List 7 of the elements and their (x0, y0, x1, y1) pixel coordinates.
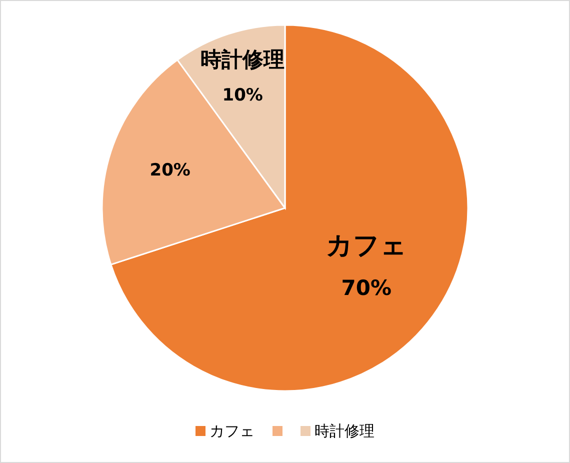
data-label: 70% (341, 276, 392, 300)
data-label: 10% (222, 85, 263, 106)
data-label: 20% (150, 160, 190, 181)
slice-label: 時計修理 (200, 47, 285, 72)
legend-label: 時計修理 (314, 422, 374, 440)
legend-label: カフェ (210, 422, 254, 440)
slice-label: カフェ (326, 231, 407, 262)
